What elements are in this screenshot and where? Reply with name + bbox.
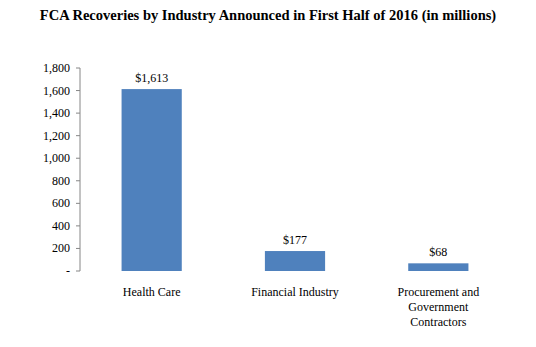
data-label: $1,613 (135, 71, 168, 85)
chart: FCA Recoveries by Industry Announced in … (0, 0, 536, 347)
bar (265, 251, 325, 271)
y-tick-label: 1,000 (43, 151, 70, 165)
y-tick (76, 248, 80, 249)
y-tick-label: 1,600 (43, 84, 70, 98)
y-tick (76, 135, 80, 136)
y-tick-label: 600 (52, 196, 70, 210)
x-tick-label: Procurement andGovernmentContractors (398, 285, 480, 329)
y-tick (76, 158, 80, 159)
y-tick (76, 225, 80, 226)
y-tick-label: 800 (52, 174, 70, 188)
y-tick (76, 90, 80, 91)
bar (408, 263, 468, 271)
y-tick (76, 271, 80, 272)
y-tick-label: 1,400 (43, 106, 70, 120)
y-tick-label: 400 (52, 219, 70, 233)
y-axis (80, 68, 81, 271)
y-tick (76, 68, 80, 69)
bar (122, 89, 182, 271)
x-tick-label: Financial Industry (251, 285, 339, 299)
y-tick-label: 200 (52, 241, 70, 255)
x-tick-label: Health Care (123, 285, 181, 299)
y-tick-label: 1,800 (43, 61, 70, 75)
y-tick-label: 1,200 (43, 129, 70, 143)
data-label: $68 (429, 245, 447, 259)
data-label: $177 (283, 233, 307, 247)
y-tick (76, 203, 80, 204)
y-tick (76, 113, 80, 114)
y-tick (76, 180, 80, 181)
title: FCA Recoveries by Industry Announced in … (40, 7, 497, 24)
y-tick-label: - (66, 264, 70, 278)
bars (122, 89, 469, 271)
